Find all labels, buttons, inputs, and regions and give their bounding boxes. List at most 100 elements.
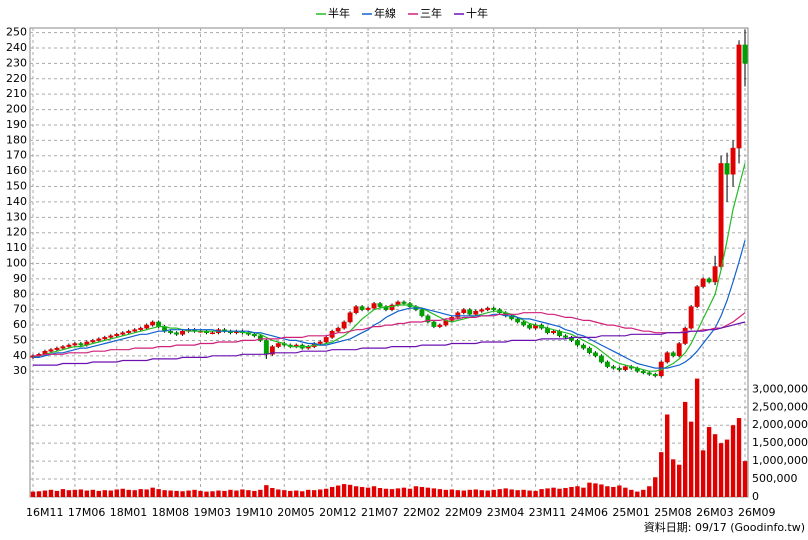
volume-bar (102, 490, 107, 497)
candle-body (263, 340, 269, 355)
volume-bar (84, 490, 90, 497)
volume-bar (126, 489, 131, 497)
volume-bar (527, 490, 532, 497)
candle-body (138, 327, 144, 330)
volume-tick-label: 0 (752, 490, 759, 503)
candle-body (473, 310, 479, 315)
volume-bar (150, 487, 155, 497)
x-tick-label: 26M09 (738, 506, 776, 519)
volume-tick-label: 2,000,000 (752, 418, 808, 431)
y-tick-label: 70 (13, 303, 27, 316)
volume-bar (174, 490, 179, 497)
candle-body (120, 332, 126, 335)
candle-body (670, 352, 676, 357)
volume-bar (635, 491, 640, 497)
x-tick-label: 22M02 (403, 506, 441, 519)
candle-body (676, 343, 682, 357)
volume-bar (425, 487, 431, 497)
volume-bar (258, 489, 263, 497)
volume-bar (359, 486, 365, 497)
volume-bar (317, 489, 323, 497)
candle-body (461, 309, 467, 313)
candle-body (371, 303, 377, 309)
volume-bar (96, 490, 102, 497)
x-tick-label: 19M10 (235, 506, 272, 519)
data-date-note: 資料日期: 09/17 (Goodinfo.tw) (644, 520, 805, 534)
candle-body (102, 337, 108, 340)
volume-bar (593, 483, 598, 497)
volume-tick-label: 1,000,000 (752, 454, 808, 467)
volume-bar (718, 443, 724, 497)
volume-bar (389, 489, 395, 497)
candle-body (90, 340, 96, 343)
volume-bar (78, 489, 84, 497)
volume-bar (712, 434, 718, 497)
candle-body (742, 44, 748, 64)
candle-body (323, 337, 329, 343)
candle-body (180, 330, 186, 335)
volume-bar (407, 488, 413, 497)
volume-bar (108, 490, 113, 497)
candle-body (335, 327, 341, 332)
volume-bar (156, 489, 161, 497)
volume-bar (341, 484, 347, 497)
volume-bar (706, 427, 712, 497)
volume-bar (742, 461, 748, 497)
legend-label: 半年 (328, 6, 350, 20)
volume-bar (449, 489, 455, 497)
candle-body (150, 321, 156, 326)
volume-bar (485, 490, 490, 497)
candle-body (515, 318, 521, 323)
candle-body (718, 163, 724, 267)
volume-bar (120, 488, 125, 497)
volume-bar (114, 489, 119, 497)
x-tick-label: 19M03 (194, 506, 232, 519)
volume-bar (30, 491, 36, 497)
volume-bar (240, 489, 245, 497)
volume-bar (198, 490, 203, 497)
ma-line (33, 240, 746, 369)
y-tick-label: 60 (13, 318, 27, 331)
candle-body (479, 309, 485, 312)
volume-bar (365, 487, 371, 497)
volume-bar (521, 489, 526, 497)
volume-bar (419, 486, 425, 497)
volume-bar (653, 477, 658, 497)
volume-bar (36, 491, 42, 497)
volume-bar (90, 489, 96, 497)
volume-bar (395, 488, 401, 497)
candle-body (491, 307, 497, 310)
candle-body (700, 278, 706, 287)
ma-line (33, 312, 746, 357)
y-tick-label: 90 (13, 272, 27, 285)
volume-bar (288, 490, 293, 497)
volume-bar (180, 491, 185, 497)
volume-bar (605, 486, 610, 497)
y-tick-label: 210 (6, 87, 27, 100)
volume-bar (575, 486, 580, 497)
volume-bar (294, 490, 299, 497)
candle-body (521, 321, 527, 326)
y-tick-label: 220 (6, 72, 27, 85)
candle-body (269, 346, 275, 355)
candle-body (132, 329, 138, 332)
candle-body (96, 338, 102, 341)
x-tick-label: 18M08 (152, 506, 190, 519)
volume-bar (60, 489, 66, 497)
y-tick-label: 120 (6, 226, 27, 239)
volume-bar (132, 490, 137, 497)
volume-bar (222, 490, 227, 497)
volume-bar (730, 425, 736, 497)
volume-bar (276, 489, 281, 497)
volume-bar (545, 488, 550, 497)
y-tick-label: 130 (6, 210, 27, 223)
volume-bar (377, 488, 383, 497)
x-tick-label: 16M11 (26, 506, 64, 519)
volume-bar (551, 487, 556, 497)
x-tick-label: 17M06 (68, 506, 106, 519)
volume-bar (581, 487, 586, 497)
volume-tick-label: 1,500,000 (752, 436, 808, 449)
volume-bar (383, 488, 389, 497)
volume-bar (312, 490, 317, 497)
